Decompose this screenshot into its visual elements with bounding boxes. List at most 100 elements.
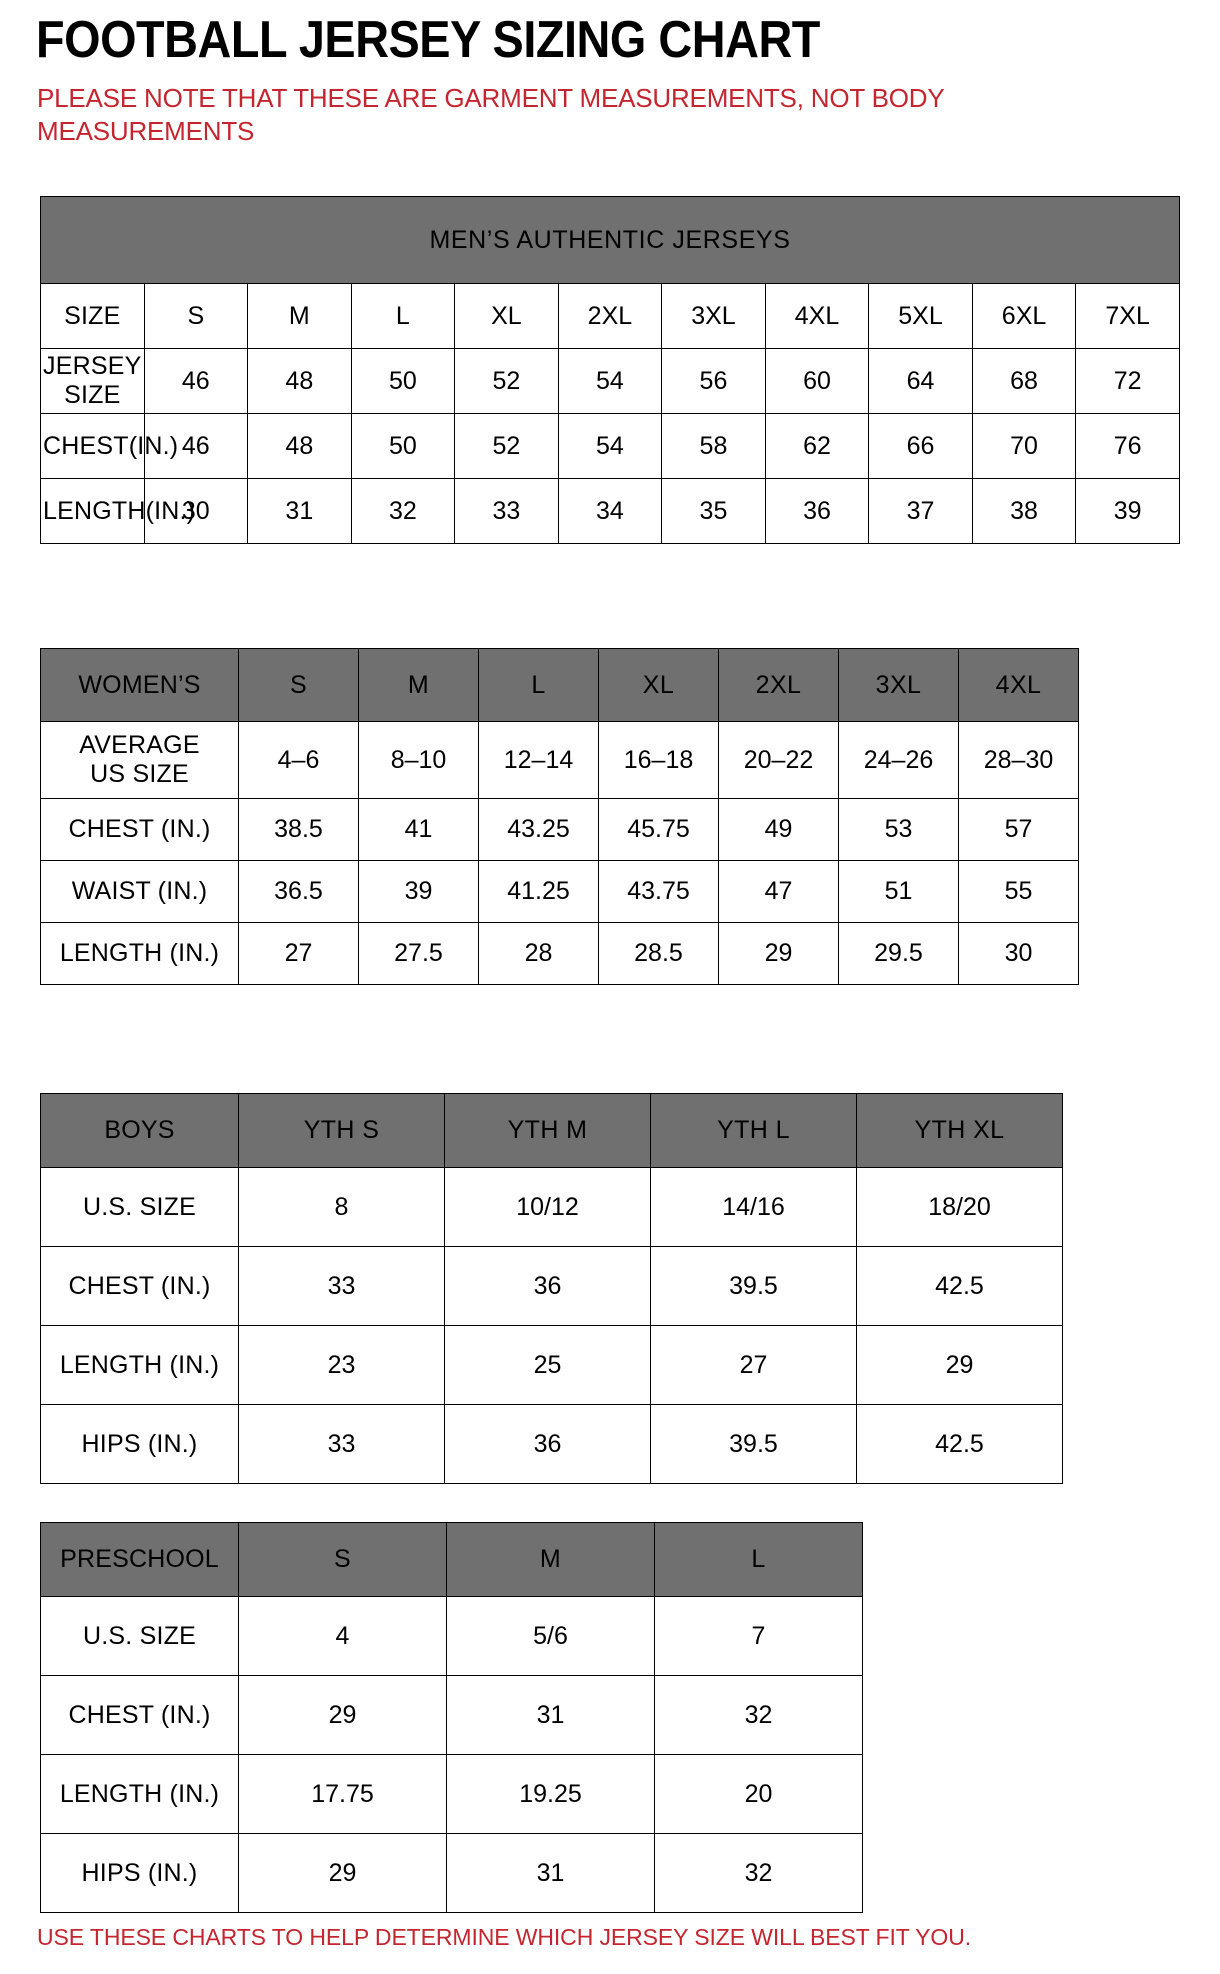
table-row: LENGTH (IN.) 27 27.5 28 28.5 29 29.5 30	[40, 922, 1079, 985]
table-row: U.S. SIZE 8 10/12 14/16 18/20	[40, 1167, 1063, 1247]
page-title: FOOTBALL JERSEY SIZING CHART	[36, 11, 820, 69]
column-header-4xl: 4XL	[764, 283, 870, 349]
cell: 16–18	[598, 721, 719, 799]
cell: 43.25	[478, 798, 599, 861]
mens-sizing-table: MEN’S AUTHENTIC JERSEYS SIZE S M L XL 2X…	[40, 196, 1180, 544]
cell: 54	[557, 348, 663, 414]
table-header-row: SIZE S M L XL 2XL 3XL 4XL 5XL 6XL 7XL	[40, 283, 1180, 349]
cell: 37	[868, 478, 973, 544]
cell: 20–22	[718, 721, 839, 799]
row-label-length: LENGTH(IN.)	[40, 478, 195, 544]
column-header-s: S	[238, 648, 359, 722]
table-row: LENGTH (IN.) 23 25 27 29	[40, 1325, 1063, 1405]
column-header-m: M	[358, 648, 479, 722]
cell: 18/20	[856, 1167, 1063, 1247]
cell: 48	[247, 413, 352, 479]
cell: 51	[838, 860, 959, 923]
cell: 5/6	[446, 1596, 655, 1676]
column-header-l: L	[478, 648, 599, 722]
table-row: U.S. SIZE 4 5/6 7	[40, 1596, 863, 1676]
column-header-yth-s: YTH S	[238, 1093, 445, 1168]
column-header-m: M	[247, 283, 352, 349]
column-header-yth-xl: YTH XL	[856, 1093, 1063, 1168]
table-row: HIPS (IN.) 33 36 39.5 42.5	[40, 1404, 1063, 1484]
mens-table-banner: MEN’S AUTHENTIC JERSEYS	[40, 196, 1180, 284]
page-subtitle-note: PLEASE NOTE THAT THESE ARE GARMENT MEASU…	[37, 83, 944, 147]
cell: 62	[764, 413, 870, 479]
row-label-length: LENGTH (IN.)	[40, 922, 239, 985]
column-header-2xl: 2XL	[718, 648, 839, 722]
row-label-length: LENGTH (IN.)	[40, 1325, 239, 1405]
row-label-chest: CHEST (IN.)	[40, 1246, 239, 1326]
cell: 17.75	[238, 1754, 447, 1834]
row-label-hips: HIPS (IN.)	[40, 1404, 239, 1484]
column-header-m: M	[446, 1522, 655, 1597]
column-header-yth-m: YTH M	[444, 1093, 651, 1168]
cell: 72	[1075, 348, 1180, 414]
cell: 28–30	[958, 721, 1079, 799]
cell: 54	[557, 413, 663, 479]
row-label-waist: WAIST (IN.)	[40, 860, 239, 923]
column-header-xl: XL	[598, 648, 719, 722]
column-header-6xl: 6XL	[971, 283, 1077, 349]
cell: 68	[971, 348, 1077, 414]
column-header-s: S	[238, 1522, 447, 1597]
cell: 36	[444, 1404, 651, 1484]
cell: 70	[971, 413, 1077, 479]
cell: 10/12	[444, 1167, 651, 1247]
row-label-line-1: AVERAGE	[79, 731, 200, 760]
cell: 32	[654, 1833, 863, 1913]
cell: 36	[444, 1246, 651, 1326]
cell: 36	[764, 478, 870, 544]
column-header-5xl: 5XL	[868, 283, 973, 349]
cell: 29	[238, 1675, 447, 1755]
cell: 49	[718, 798, 839, 861]
cell: 23	[238, 1325, 445, 1405]
cell: 8	[238, 1167, 445, 1247]
table-row: CHEST(IN.) 46 48 50 52 54 58 62 66 70 76	[40, 413, 1180, 479]
cell: 41.25	[478, 860, 599, 923]
column-header-3xl: 3XL	[661, 283, 766, 349]
cell: 27	[238, 922, 359, 985]
cell: 60	[764, 348, 870, 414]
cell: 46	[143, 348, 249, 414]
cell: 35	[661, 478, 766, 544]
cell: 25	[444, 1325, 651, 1405]
cell: 27.5	[358, 922, 479, 985]
column-header-size: SIZE	[40, 283, 145, 349]
footer-note: USE THESE CHARTS TO HELP DETERMINE WHICH…	[37, 1924, 971, 1950]
column-header-preschool: PRESCHOOL	[40, 1522, 239, 1597]
row-label-chest: CHEST(IN.)	[40, 413, 178, 479]
row-label-hips: HIPS (IN.)	[40, 1833, 239, 1913]
table-row: JERSEY SIZE 46 48 50 52 54 56 60 64 68 7…	[40, 348, 1180, 414]
cell: 57	[958, 798, 1079, 861]
column-header-womens: WOMEN’S	[40, 648, 239, 722]
cell: 42.5	[856, 1404, 1063, 1484]
table-row: HIPS (IN.) 29 31 32	[40, 1833, 863, 1913]
cell: 76	[1075, 413, 1180, 479]
table-row: CHEST (IN.) 38.5 41 43.25 45.75 49 53 57	[40, 798, 1079, 861]
table-row: CHEST (IN.) 29 31 32	[40, 1675, 863, 1755]
row-label-length: LENGTH (IN.)	[40, 1754, 239, 1834]
preschool-sizing-table: PRESCHOOL S M L U.S. SIZE 4 5/6 7 CHEST …	[40, 1522, 863, 1913]
column-header-7xl: 7XL	[1075, 283, 1180, 349]
column-header-xl: XL	[454, 283, 559, 349]
row-label-chest: CHEST (IN.)	[40, 1675, 239, 1755]
cell: 36.5	[238, 860, 359, 923]
row-label-average-us-size: AVERAGE US SIZE	[40, 721, 239, 799]
column-header-boys: BOYS	[40, 1093, 239, 1168]
cell: 20	[654, 1754, 863, 1834]
cell: 50	[350, 413, 456, 479]
cell: 48	[247, 348, 352, 414]
cell: 32	[350, 478, 456, 544]
cell: 4–6	[238, 721, 359, 799]
cell: 31	[446, 1675, 655, 1755]
cell: 4	[238, 1596, 447, 1676]
cell: 39.5	[650, 1404, 857, 1484]
cell: 43.75	[598, 860, 719, 923]
row-label-us-size: U.S. SIZE	[40, 1596, 239, 1676]
cell: 39	[358, 860, 479, 923]
cell: 30	[958, 922, 1079, 985]
cell: 52	[454, 348, 559, 414]
cell: 29	[856, 1325, 1063, 1405]
